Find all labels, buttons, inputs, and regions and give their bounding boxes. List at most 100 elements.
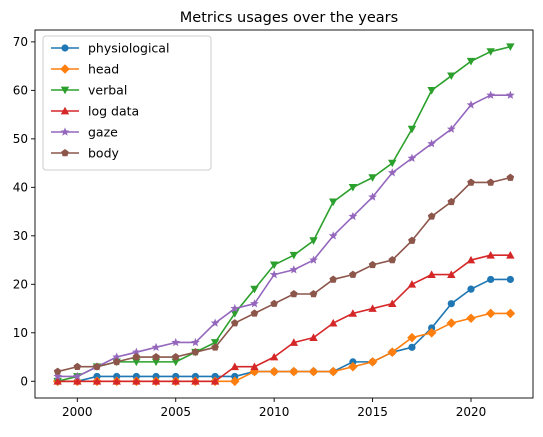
data-point <box>466 255 476 264</box>
data-point <box>486 90 496 99</box>
legend-item: physiological <box>51 41 169 56</box>
data-point <box>289 251 299 260</box>
axes-frame <box>34 29 534 399</box>
data-point <box>368 174 377 182</box>
data-point <box>348 183 358 192</box>
data-point <box>309 333 318 341</box>
data-point <box>191 337 200 347</box>
data-point <box>132 372 140 381</box>
data-point <box>132 347 141 356</box>
data-point <box>427 212 436 220</box>
data-point <box>368 304 377 312</box>
data-point <box>505 308 516 319</box>
data-point <box>211 343 219 351</box>
data-point <box>348 309 358 317</box>
chart-title: Metrics usages over the years <box>180 10 398 26</box>
x-tick-label: 2020 <box>456 405 487 419</box>
data-point <box>328 231 338 240</box>
y-tick-label: 70 <box>13 35 28 49</box>
series-line <box>57 176 511 373</box>
data-point <box>210 318 220 327</box>
y-tick-label: 20 <box>13 278 28 292</box>
data-point <box>388 299 397 308</box>
data-point <box>151 377 161 385</box>
data-point <box>269 366 279 377</box>
data-point <box>92 377 102 385</box>
data-point <box>368 260 377 269</box>
data-point <box>53 371 63 381</box>
legend-marker <box>61 149 69 157</box>
data-point <box>349 358 357 366</box>
data-point <box>171 358 180 367</box>
axes: 2000 2005 2010 2015 2020 0 10 20 30 40 50 60 70 <box>13 29 534 419</box>
data-point <box>329 318 338 327</box>
data-point <box>506 43 515 51</box>
data-point <box>447 300 455 308</box>
legend-label: verbal <box>88 83 127 98</box>
legend-marker <box>60 127 70 136</box>
data-point <box>505 90 515 99</box>
legend-label: log data <box>88 104 139 119</box>
data-point <box>348 361 358 372</box>
data-point <box>387 168 397 177</box>
data-point <box>151 342 161 352</box>
data-point <box>289 338 299 346</box>
data-point <box>446 318 457 328</box>
data-point <box>447 197 456 206</box>
data-point <box>250 299 259 308</box>
data-point <box>367 357 378 367</box>
data-point <box>152 372 160 381</box>
data-point <box>112 377 121 385</box>
data-point <box>112 352 122 361</box>
plot-area <box>52 43 516 387</box>
data-point <box>328 366 339 377</box>
data-point <box>132 353 141 361</box>
data-point <box>427 87 436 95</box>
data-point <box>309 255 318 264</box>
y-tick-label: 40 <box>13 181 28 195</box>
data-point <box>388 256 397 264</box>
data-point <box>427 139 436 148</box>
data-point <box>506 275 514 284</box>
data-point <box>93 372 101 381</box>
data-point <box>506 251 515 259</box>
legend-label: physiological <box>88 41 169 56</box>
data-point <box>211 372 219 381</box>
legend-marker <box>60 86 70 95</box>
data-point <box>466 57 476 66</box>
data-point <box>171 353 180 361</box>
y-tick-label: 30 <box>13 229 28 243</box>
data-point <box>269 270 279 279</box>
x-tick-label: 2005 <box>160 405 191 419</box>
data-point <box>112 357 121 366</box>
data-point <box>408 236 416 244</box>
data-point <box>132 377 141 385</box>
data-point <box>308 366 319 377</box>
data-point <box>73 377 82 385</box>
data-point <box>172 372 180 381</box>
data-point <box>309 290 318 298</box>
data-point <box>289 366 299 377</box>
data-point <box>231 372 239 381</box>
data-point <box>132 358 141 367</box>
data-point <box>407 332 417 343</box>
data-point <box>407 153 417 162</box>
data-point <box>426 327 437 338</box>
data-point <box>290 290 298 298</box>
x-tick-label: 2000 <box>62 405 93 419</box>
data-point <box>329 275 338 283</box>
series-log-data <box>53 251 515 385</box>
data-point <box>230 319 239 327</box>
series-verbal <box>53 43 515 386</box>
data-point <box>486 48 495 56</box>
data-point <box>446 124 456 133</box>
data-point <box>387 347 398 357</box>
data-point <box>407 125 417 134</box>
legend-marker <box>60 64 70 74</box>
data-point <box>329 198 338 207</box>
data-point <box>408 343 416 351</box>
data-point <box>467 178 475 186</box>
series-line <box>57 254 511 383</box>
